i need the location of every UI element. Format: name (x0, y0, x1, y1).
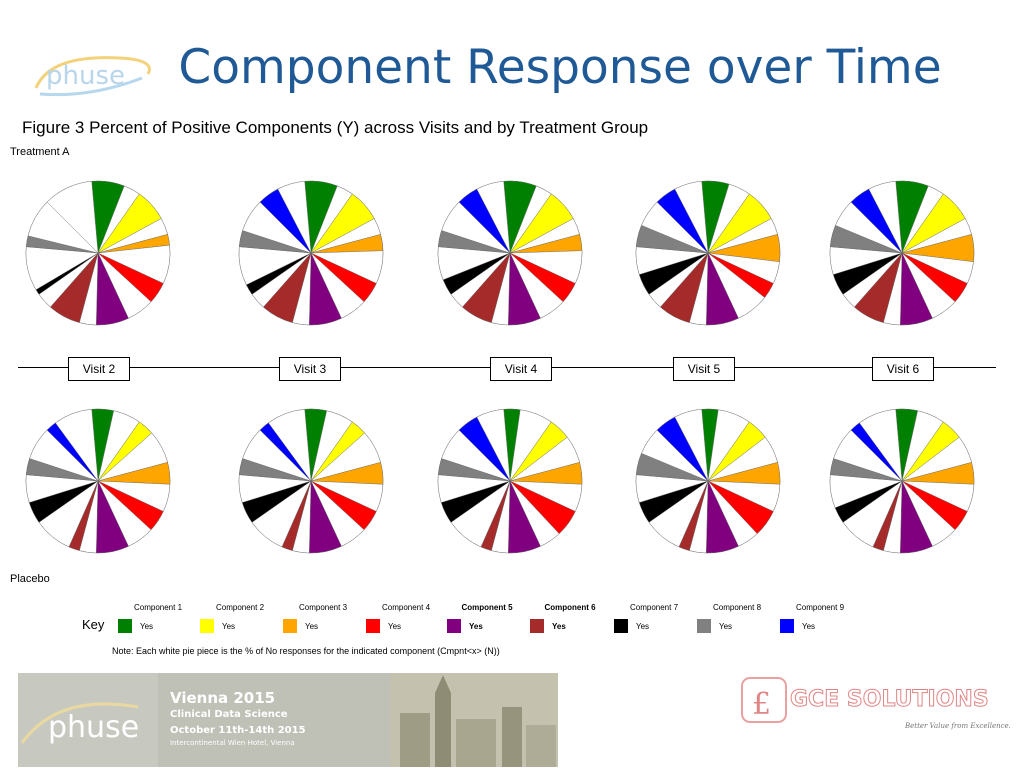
key-swatch (283, 619, 297, 633)
event-line-1: Vienna 2015 (170, 689, 275, 707)
key-item-value: Yes (469, 621, 483, 631)
key-item-name: Component 8 (712, 603, 762, 612)
pie-placebo-visit-2 (25, 408, 171, 554)
event-banner: phuse Vienna 2015 Clinical Data Science … (18, 673, 390, 767)
key-item-name: Component 1 (133, 603, 183, 612)
visit-label-4: Visit 4 (490, 357, 552, 381)
event-line-3: October 11th-14th 2015 (170, 725, 306, 736)
pie-slice-component-9-no (674, 181, 709, 254)
key-item: Component 9 Yes (780, 603, 860, 633)
key-swatch (697, 619, 711, 633)
pie-treatment-a-visit-2 (25, 180, 171, 326)
key-item: Component 1 Yes (118, 603, 198, 633)
key-item-name: Component 9 (795, 603, 845, 612)
pie-treatment-a-visit-5 (635, 180, 781, 326)
key-item-name: Component 7 (629, 603, 679, 612)
pie-treatment-a-visit-6 (829, 180, 975, 326)
key-item-name: Component 3 (298, 603, 348, 612)
figure-subtitle: Figure 3 Percent of Positive Components … (22, 118, 649, 137)
key-item-value: Yes (305, 621, 319, 631)
pie-placebo-visit-5 (635, 408, 781, 554)
banner-logo-text: phuse (48, 710, 139, 745)
pie-slice-component-9-no (859, 409, 903, 482)
key-item: Component 5 Yes (447, 603, 527, 633)
key-item-value: Yes (636, 621, 650, 631)
key-item-value: Yes (222, 621, 236, 631)
phuse-logo-top: phuse (34, 56, 151, 97)
pie-slice-component-9-no (55, 409, 99, 482)
key-item: Component 8 Yes (697, 603, 777, 633)
pie-slice-component-9-no (277, 181, 312, 254)
gce-logo-text: GCE SOLUTIONS (790, 687, 989, 712)
pie-slice-component-9-no (268, 409, 312, 482)
key-title: Key (82, 617, 105, 632)
key-item-value: Yes (552, 621, 566, 631)
event-line-4: Intercontinental Wien Hotel, Vienna (170, 739, 295, 747)
pie-placebo-visit-3 (238, 408, 384, 554)
pie-slice-component-9-no (674, 409, 709, 482)
key-swatch (780, 619, 794, 633)
visit-label-2: Visit 2 (68, 357, 130, 381)
visit-label-3: Visit 3 (279, 357, 341, 381)
visit-label-5: Visit 5 (673, 357, 735, 381)
treatment-a-label: Treatment A (10, 146, 70, 158)
key-item-value: Yes (388, 621, 402, 631)
pie-placebo-visit-6 (829, 408, 975, 554)
key-item-value: Yes (802, 621, 816, 631)
event-banner-art: phuse Vienna 2015 Clinical Data Science … (18, 673, 390, 767)
phuse-logo-text: phuse (46, 61, 125, 91)
pie-treatment-a-visit-4 (437, 180, 583, 326)
pie-slice-component-9-no (868, 181, 903, 254)
key-item-name: Component 5 (461, 603, 513, 612)
key-swatch (447, 619, 461, 633)
key-item-name: Component 2 (215, 603, 265, 612)
key-item: Component 2 Yes (200, 603, 280, 633)
vienna-skyline (390, 673, 558, 767)
pie-placebo-visit-4 (437, 408, 583, 554)
key-item-name: Component 4 (381, 603, 431, 612)
pie-slice-component-9-no (476, 181, 511, 254)
key-item: Component 7 Yes (614, 603, 694, 633)
gce-solutions-logo: £ GCE SOLUTIONS Better Value from Excell… (741, 677, 1010, 730)
key-swatch (530, 619, 544, 633)
pie-treatment-a-visit-3 (238, 180, 384, 326)
pie-slice-component-9-no (476, 409, 511, 482)
page-title: Component Response over Time (178, 40, 942, 95)
key-item: Component 3 Yes (283, 603, 363, 633)
key-swatch (614, 619, 628, 633)
vienna-photo (390, 673, 558, 767)
key-swatch (118, 619, 132, 633)
key-item-value: Yes (719, 621, 733, 631)
key-swatch (200, 619, 214, 633)
event-line-2: Clinical Data Science (170, 709, 288, 720)
key-item-value: Yes (140, 621, 154, 631)
key-swatch (366, 619, 380, 633)
pie-slice-component-9-no (46, 181, 99, 254)
key-item: Component 6 Yes (530, 603, 610, 633)
placebo-label: Placebo (10, 573, 50, 585)
svg-text:£: £ (752, 687, 771, 722)
footnote: Note: Each white pie piece is the % of N… (112, 646, 500, 656)
key-item-name: Component 6 (544, 603, 596, 612)
visit-label-6: Visit 6 (872, 357, 934, 381)
gce-tagline: Better Value from Excellence... (904, 722, 1010, 730)
key-item: Component 4 Yes (366, 603, 446, 633)
